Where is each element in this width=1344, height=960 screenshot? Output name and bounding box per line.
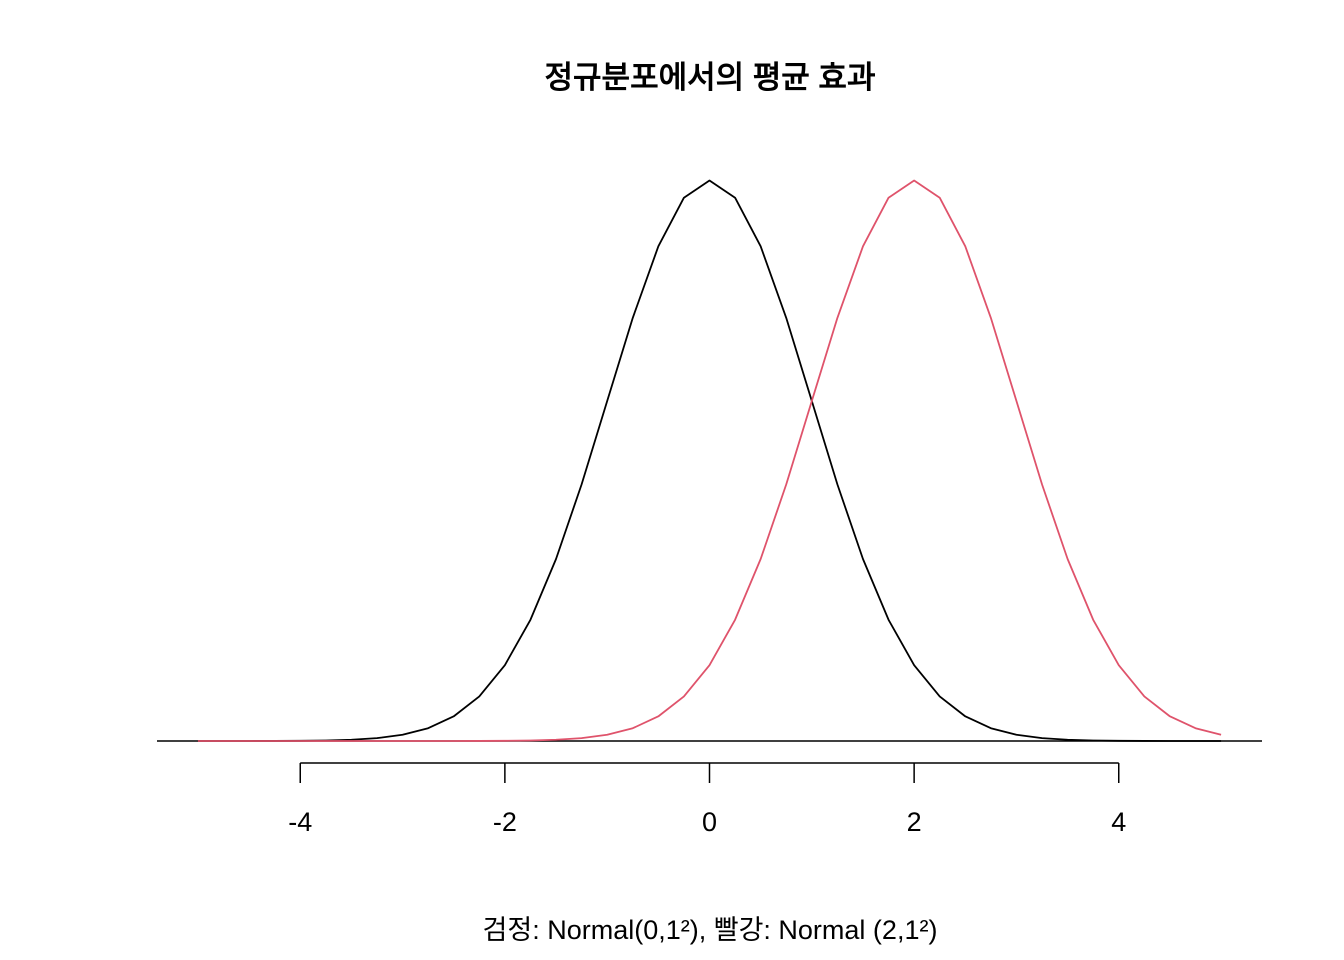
density-curve [197, 179, 1222, 742]
x-tick-label: -4 [288, 807, 312, 837]
x-tick-label: 0 [702, 807, 717, 837]
density-curve [197, 179, 1222, 742]
x-tick-label: 2 [907, 807, 922, 837]
x-tick-label: -2 [493, 807, 517, 837]
x-tick-label: 4 [1111, 807, 1126, 837]
x-axis-label: 검정: Normal(0,1²), 빨강: Normal (2,1²) [483, 915, 938, 945]
chart-title: 정규분포에서의 평균 효과 [545, 60, 876, 95]
